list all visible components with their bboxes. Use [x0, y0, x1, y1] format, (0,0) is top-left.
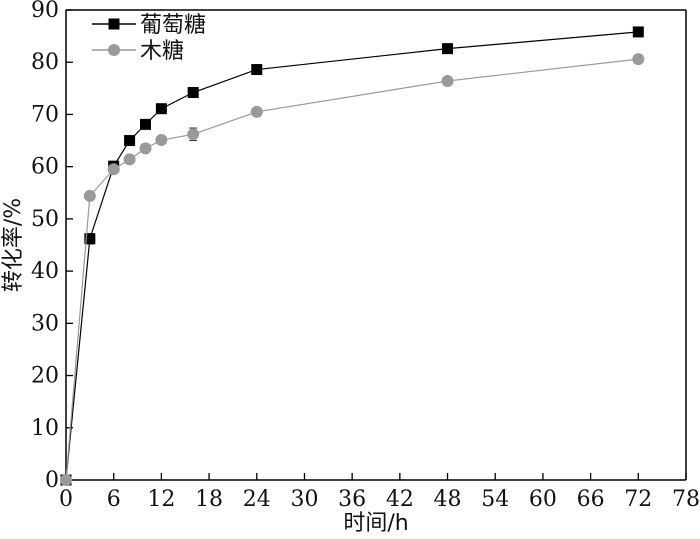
data-point-square [155, 103, 167, 115]
legend-label: 葡萄糖 [140, 13, 206, 38]
data-point-square [84, 233, 96, 245]
data-point-circle [250, 105, 263, 118]
y-tick-label: 70 [31, 102, 59, 127]
y-tick-label: 10 [31, 416, 59, 441]
x-tick-label: 72 [624, 487, 652, 512]
legend-item-2: 木糖 [92, 39, 184, 64]
y-axis-title: 转化率/% [1, 198, 26, 292]
x-tick-label: 6 [107, 487, 121, 512]
data-point-circle [632, 53, 645, 66]
series-line [65, 31, 639, 481]
data-point-circle [123, 153, 136, 166]
series-2 [60, 53, 645, 486]
data-point-square [187, 87, 199, 99]
x-tick-label: 60 [529, 487, 557, 512]
data-point-circle [187, 128, 200, 141]
data-point-square [124, 135, 136, 147]
x-tick-label: 42 [386, 487, 414, 512]
y-tick-label: 20 [31, 364, 59, 389]
x-tick-label: 30 [290, 487, 318, 512]
data-point-circle [155, 134, 168, 147]
x-tick-label: 24 [243, 487, 271, 512]
data-point-square [139, 118, 151, 130]
data-point-square [251, 64, 263, 76]
legend-marker-circle [108, 44, 120, 56]
series-1 [60, 26, 644, 486]
y-tick-label: 90 [31, 0, 59, 23]
x-tick-label: 18 [195, 487, 223, 512]
data-point-circle [139, 142, 152, 155]
y-tick-label: 60 [31, 155, 59, 180]
data-point-square [442, 43, 454, 55]
data-point-circle [441, 75, 454, 88]
data-point-circle [60, 474, 72, 486]
legend-marker-square [108, 18, 120, 30]
x-axis-title: 时间/h [343, 511, 408, 536]
x-axis-ticks: 0 6 12 18 24 30 36 42 48 54 60 66 72 78 [59, 473, 700, 512]
x-tick-label: 54 [481, 487, 509, 512]
x-tick-label: 36 [338, 487, 366, 512]
data-point-square [632, 26, 644, 38]
x-tick-label: 78 [672, 487, 700, 512]
y-tick-label: 80 [31, 50, 59, 75]
legend-item-1: 葡萄糖 [92, 13, 206, 38]
y-tick-label: 50 [31, 207, 59, 232]
series-layer [60, 26, 645, 486]
y-tick-label: 40 [31, 259, 59, 284]
y-tick-label: 0 [45, 468, 59, 493]
x-tick-label: 0 [59, 487, 73, 512]
y-axis-ticks: 0 10 20 30 40 50 60 70 80 90 [31, 0, 73, 493]
x-tick-label: 12 [147, 487, 175, 512]
legend-label: 木糖 [140, 39, 184, 64]
x-tick-label: 48 [434, 487, 462, 512]
plot-frame [65, 9, 687, 481]
data-point-circle [83, 189, 96, 202]
x-tick-label: 66 [577, 487, 605, 512]
data-point-circle [107, 163, 120, 176]
y-tick-label: 30 [31, 311, 59, 336]
series-line [65, 58, 639, 481]
